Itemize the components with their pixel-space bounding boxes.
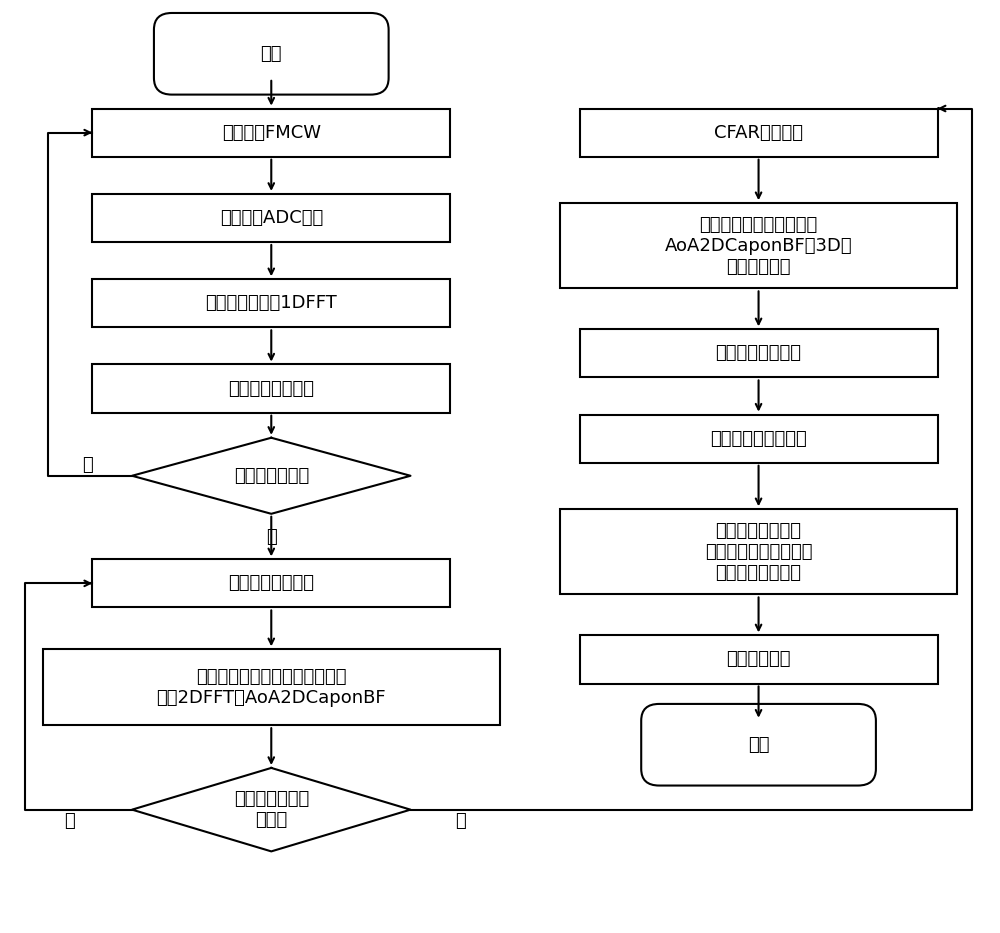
Bar	[580, 108, 938, 157]
Bar	[43, 649, 500, 725]
Text: 开始: 开始	[261, 45, 282, 63]
Text: 否: 否	[82, 455, 93, 474]
Bar	[560, 509, 957, 594]
Bar	[92, 365, 450, 412]
Text: 雷达前端ADC采样: 雷达前端ADC采样	[220, 209, 323, 227]
FancyBboxPatch shape	[641, 703, 876, 786]
Bar	[92, 194, 450, 242]
Bar	[92, 279, 450, 327]
Text: 数据立方遍历是
否结束: 数据立方遍历是 否结束	[234, 790, 309, 829]
Text: 角度、多普勒估计: 角度、多普勒估计	[716, 344, 802, 362]
Text: 虚拟水平天线阵列，静态杂波消
除，2DFFT，AoA2DCaponBF: 虚拟水平天线阵列，静态杂波消 除，2DFFT，AoA2DCaponBF	[156, 668, 386, 706]
Text: 目标手势识别: 目标手势识别	[726, 650, 791, 668]
Text: 带布莱克曼窗的1DFFT: 带布莱克曼窗的1DFFT	[205, 294, 337, 313]
Bar	[580, 329, 938, 378]
Text: 手势特征参数初始化: 手势特征参数初始化	[710, 430, 807, 448]
Text: 目标特征参数统计
（角度、高度、速度、
面积）、多帧累积: 目标特征参数统计 （角度、高度、速度、 面积）、多帧累积	[705, 522, 812, 581]
Text: 结束: 结束	[748, 736, 769, 754]
Bar	[92, 108, 450, 157]
Bar	[580, 414, 938, 463]
Text: 虚拟垂直方向天线阵列，
AoA2DCaponBF，3D离
散傅里叶变换: 虚拟垂直方向天线阵列， AoA2DCaponBF，3D离 散傅里叶变换	[665, 216, 852, 275]
Bar	[92, 559, 450, 607]
Text: 帧周期是否完成: 帧周期是否完成	[234, 466, 309, 485]
Bar	[560, 203, 957, 288]
Text: 雷达发射FMCW: 雷达发射FMCW	[222, 123, 321, 142]
Polygon shape	[132, 768, 411, 852]
Text: CFAR检测目标: CFAR检测目标	[714, 123, 803, 142]
Polygon shape	[132, 438, 411, 514]
FancyBboxPatch shape	[154, 13, 389, 94]
Text: 是: 是	[455, 812, 466, 829]
Text: 是: 是	[266, 527, 277, 546]
Text: 否: 否	[64, 812, 75, 829]
Text: 遍历雷达数据立方: 遍历雷达数据立方	[228, 575, 314, 592]
Bar	[580, 635, 938, 684]
Text: 天线信号进行补偿: 天线信号进行补偿	[228, 380, 314, 397]
